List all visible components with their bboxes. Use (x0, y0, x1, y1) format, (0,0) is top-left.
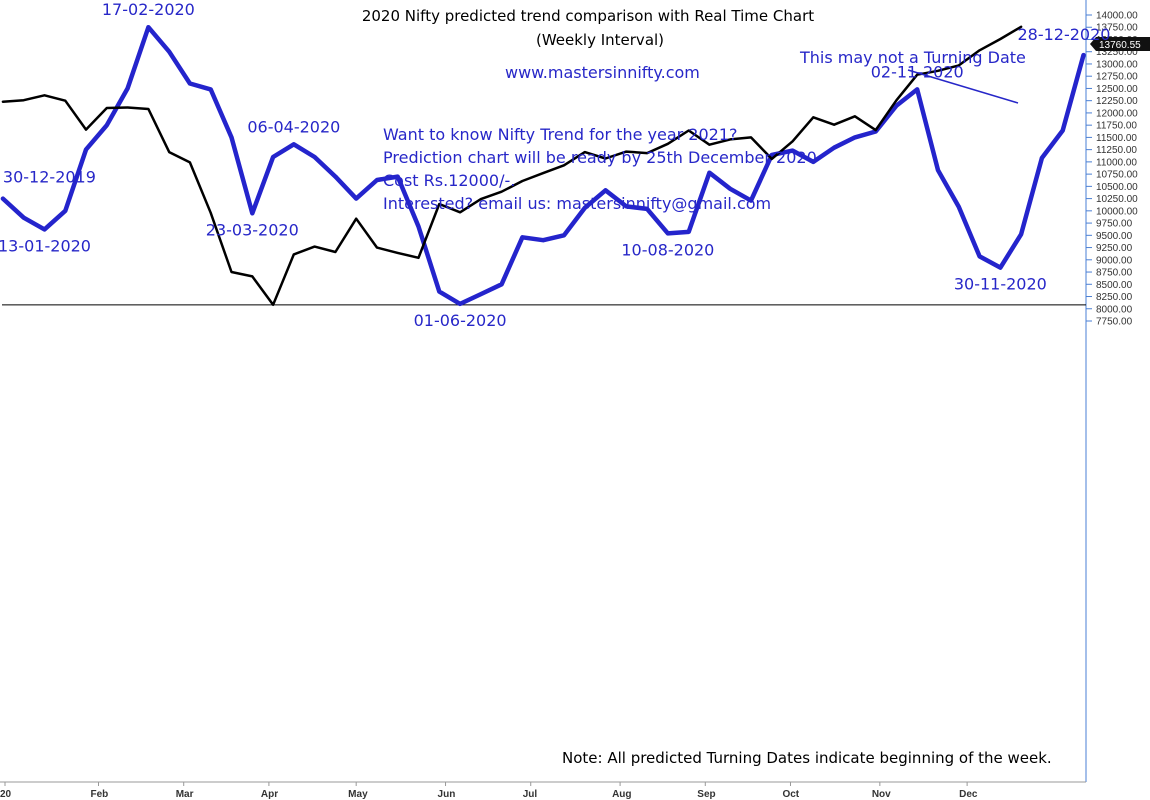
price-tick-label: 13750.00 (1096, 23, 1138, 34)
turning-date-label: 10-08-2020 (621, 240, 714, 259)
price-tick-label: 8000.00 (1096, 304, 1133, 315)
turning-date-label: 02-11-2020 (871, 62, 964, 81)
turning-date-label: 30-11-2020 (954, 275, 1047, 294)
price-tick-label: 10500.00 (1096, 182, 1138, 193)
date-tick-label: Jul (523, 789, 538, 800)
price-tick-label: 10250.00 (1096, 194, 1138, 205)
website-link[interactable]: www.mastersinnifty.com (505, 63, 700, 82)
real-series-line (1, 25, 1023, 307)
price-tick-label: 7750.00 (1096, 317, 1133, 328)
turning-date-label: 06-04-2020 (247, 117, 340, 136)
footnote: Note: All predicted Turning Dates indica… (562, 749, 1052, 767)
turning-date-label: 30-12-2019 (3, 168, 96, 187)
date-tick-label: Apr (261, 789, 278, 800)
price-tick-label: 14000.00 (1096, 11, 1138, 22)
info-line: Prediction chart will be ready by 25th D… (383, 148, 817, 167)
date-tick-label: Dec (959, 789, 978, 800)
price-tick-label: 10000.00 (1096, 206, 1138, 217)
info-line: Cost Rs.12000/-. (383, 171, 515, 190)
date-tick-label: Mar (176, 789, 194, 800)
date-tick-label: Jun (438, 789, 456, 800)
date-tick-label: Nov (872, 789, 891, 800)
price-tick-label: 8500.00 (1096, 280, 1133, 291)
date-tick-label: May (348, 789, 368, 800)
price-tick-label: 9500.00 (1096, 231, 1133, 242)
date-tick-label: Oct (782, 789, 799, 800)
price-tick-label: 13250.00 (1096, 47, 1138, 58)
price-tick-label: 12000.00 (1096, 108, 1138, 119)
price-tick-label: 12250.00 (1096, 96, 1138, 107)
price-tick-label: 11750.00 (1096, 121, 1137, 132)
price-tick-label: 8750.00 (1096, 268, 1133, 279)
predicted-series-line (0, 24, 1086, 307)
series-group (0, 24, 1086, 307)
chart-subtitle: (Weekly Interval) (536, 31, 664, 49)
turning-date-label: 17-02-2020 (102, 0, 195, 19)
price-tick-label: 10750.00 (1096, 170, 1138, 181)
date-tick-label: Feb (91, 789, 109, 800)
info-line: Want to know Nifty Trend for the year 20… (383, 125, 738, 144)
price-tick-label: 11250.00 (1096, 145, 1137, 156)
price-tick-label: 12750.00 (1096, 72, 1138, 83)
price-tick-label: 13000.00 (1096, 59, 1138, 70)
info-line: Interested? email us: mastersinnifty@gma… (383, 194, 771, 213)
price-tick-label: 8250.00 (1096, 292, 1133, 303)
turning-date-label: 28-12-2020 (1017, 25, 1110, 44)
price-tick-label: 11000.00 (1096, 157, 1137, 168)
turning-date-remark: This may not a Turning Date (799, 48, 1026, 67)
turning-date-label: 13-01-2020 (0, 236, 91, 255)
turning-date-labels: 30-12-2019 13-01-2020 17-02-2020 23-03-2020… (0, 0, 1110, 330)
price-tick-label: 9250.00 (1096, 243, 1133, 254)
date-axis: 2020 Feb Mar Apr May Jun Jul Aug Sep Oct Nov Dec (0, 782, 978, 800)
turning-date-label: 01-06-2020 (414, 311, 507, 330)
price-tick-label: 9750.00 (1096, 219, 1133, 230)
date-tick-label: Aug (612, 789, 631, 800)
chart-title: 2020 Nifty predicted trend comparison wi… (362, 7, 814, 25)
price-tick-label: 9000.00 (1096, 255, 1133, 266)
price-tick-label: 12500.00 (1096, 84, 1138, 95)
last-price-tag: 13760.55 (1090, 37, 1150, 51)
last-price-label: 13760.55 (1099, 40, 1141, 51)
price-tick-label: 11500.00 (1096, 133, 1137, 144)
date-tick-label: 2020 (0, 789, 12, 800)
turning-date-label: 23-03-2020 (206, 220, 299, 239)
date-tick-label: Sep (697, 789, 715, 800)
turning-date-pointer (907, 69, 1019, 104)
